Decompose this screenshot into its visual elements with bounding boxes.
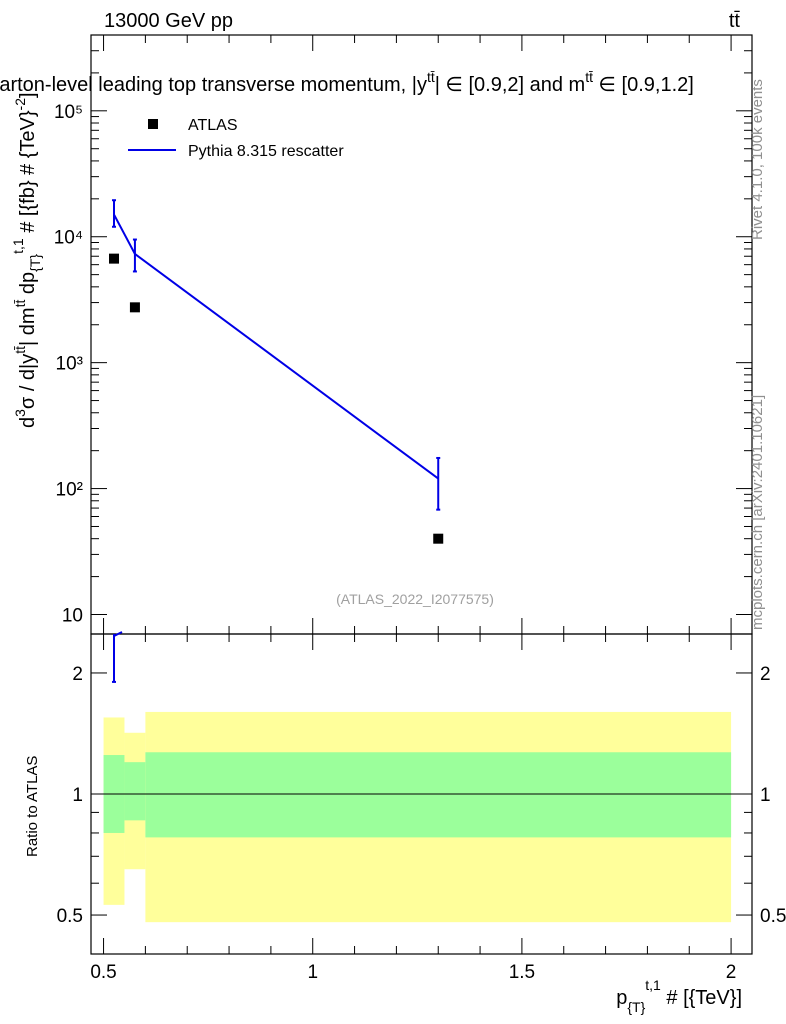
data-point bbox=[109, 253, 120, 264]
ratio-axis-ticks: 0.5 0.5 1 1 2 2 bbox=[57, 664, 786, 927]
ratio-band-inner bbox=[124, 762, 146, 821]
ratio-tick-label-left: 1 bbox=[72, 785, 83, 806]
x-axis-label: p{T}t,1 # [{TeV}] bbox=[616, 977, 742, 1015]
x-tick-label: 1 bbox=[307, 962, 318, 983]
y-tick-label: 10⁴ bbox=[54, 228, 83, 249]
y-tick-label: 10² bbox=[56, 480, 83, 501]
mc-series bbox=[112, 199, 441, 511]
rivet-version-label: Rivet 4.1.0, 100k events bbox=[749, 79, 766, 240]
y-tick-label: 10³ bbox=[56, 354, 83, 375]
x-tick-label: 0.5 bbox=[90, 962, 116, 983]
energy-label: 13000 GeV pp bbox=[104, 10, 233, 32]
legend-data-label: ATLAS bbox=[188, 117, 238, 134]
y-tick-label: 10⁵ bbox=[54, 102, 83, 123]
legend-mc-label: Pythia 8.315 rescatter bbox=[188, 143, 344, 160]
y-axis-label: d3σ / d|ytt̄| dmtt̄ dp{T}t,1 # [{fb} # {… bbox=[10, 92, 43, 428]
ratio-bands bbox=[103, 711, 732, 923]
x-tick-label: 2 bbox=[726, 962, 737, 983]
plot-title: Parton-level leading top transverse mome… bbox=[0, 69, 694, 96]
data-series bbox=[109, 253, 444, 544]
ratio-tick-label-right: 2 bbox=[760, 664, 771, 685]
x-axis-ticks: 0.5 1 1.5 2 bbox=[90, 35, 736, 983]
ratio-tick-label-right: 0.5 bbox=[760, 906, 786, 927]
mc-line bbox=[113, 214, 439, 480]
legend-data-marker bbox=[148, 119, 158, 129]
ratio-tick-label-right: 1 bbox=[760, 785, 771, 806]
ratio-mc-line bbox=[113, 631, 123, 637]
ratio-tick-label-left: 2 bbox=[72, 664, 83, 685]
process-label: tt̄ bbox=[729, 10, 741, 32]
ratio-band-inner bbox=[145, 752, 732, 838]
main-axis-ticks: 10 10² 10³ 10⁴ 10⁵ bbox=[54, 34, 752, 626]
data-point bbox=[129, 302, 140, 313]
ratio-tick-label-left: 0.5 bbox=[57, 906, 83, 927]
mcplots-label: mcplots.cern.ch [arXiv:2401.10621] bbox=[749, 395, 766, 630]
ratio-axis-label: Ratio to ATLAS bbox=[24, 756, 41, 857]
y-tick-label: 10 bbox=[62, 605, 83, 626]
data-point bbox=[433, 533, 444, 544]
analysis-watermark: (ATLAS_2022_I2077575) bbox=[336, 591, 494, 607]
ratio-mc-series bbox=[112, 631, 123, 683]
x-tick-label: 1.5 bbox=[509, 962, 535, 983]
